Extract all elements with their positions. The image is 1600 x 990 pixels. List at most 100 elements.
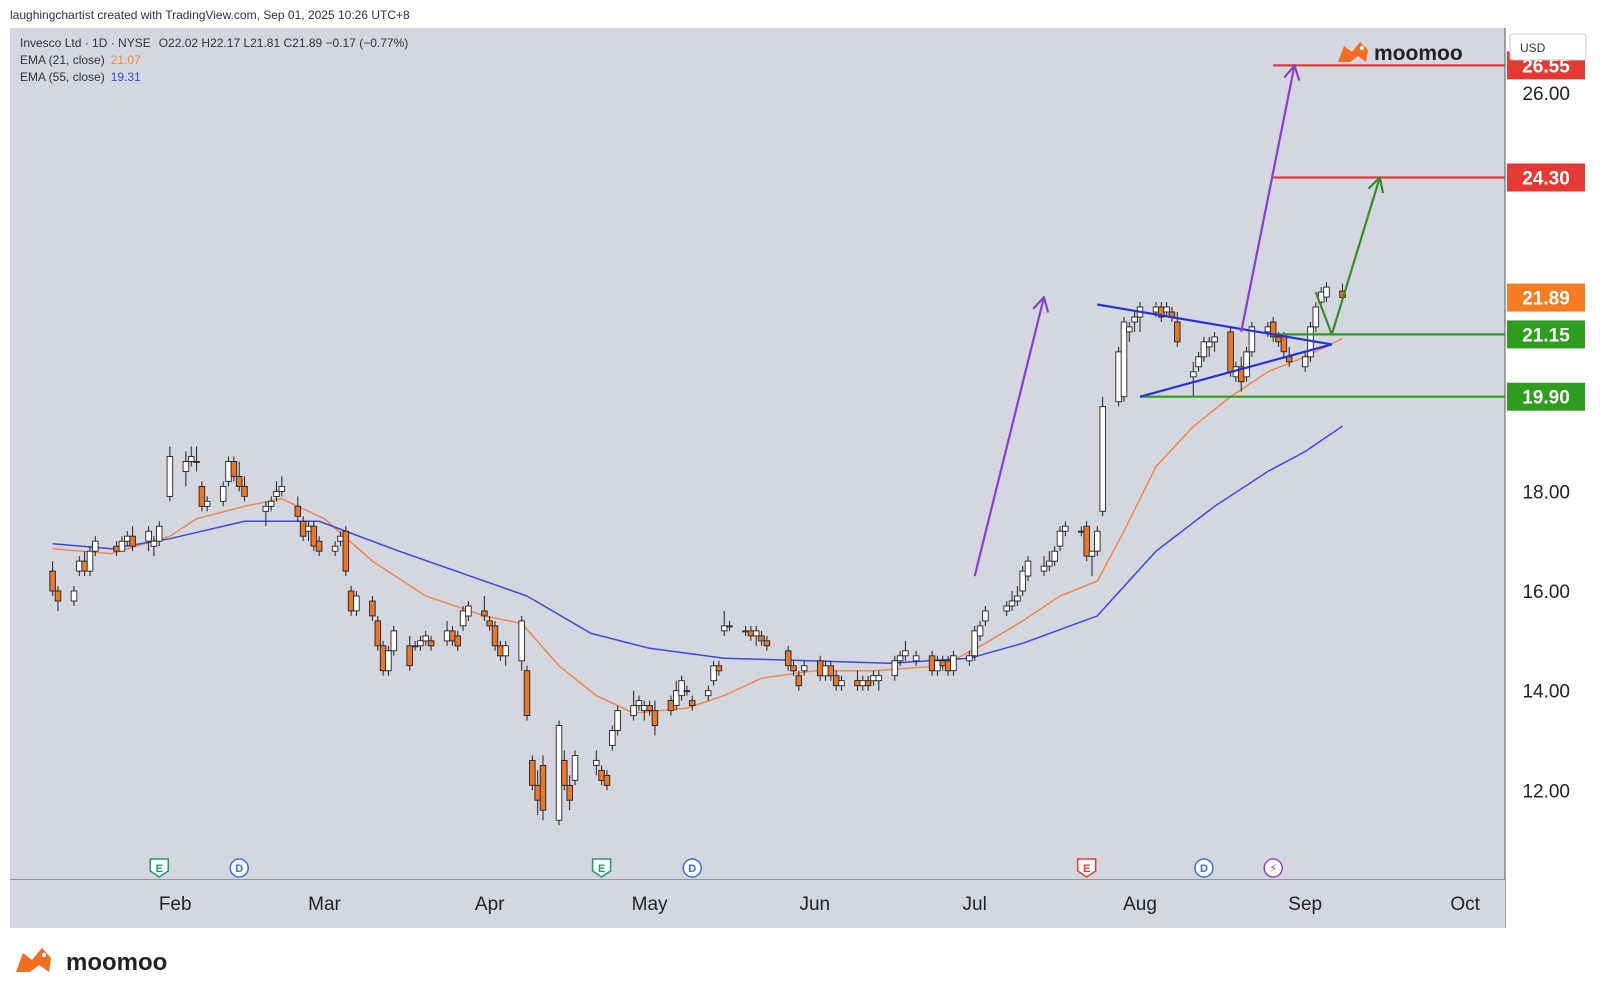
- green-arrow-shaft: [1314, 177, 1381, 336]
- candle-body: [827, 665, 835, 677]
- dividend-event-icon[interactable]: D: [229, 858, 249, 878]
- candle-body: [859, 680, 867, 687]
- candle-body: [683, 690, 691, 693]
- candle-body: [976, 625, 984, 637]
- candle: [315, 536, 323, 557]
- candle-body: [742, 630, 749, 633]
- candle-body: [822, 665, 829, 677]
- events-layer: E D E D E D ⚡: [149, 858, 1283, 878]
- candle-body: [1174, 321, 1181, 343]
- dividend-badge-shape: [682, 858, 702, 878]
- candle-body: [241, 485, 248, 497]
- candle: [976, 620, 984, 641]
- candle-body: [486, 620, 493, 627]
- candle: [864, 675, 872, 691]
- candle: [155, 521, 163, 547]
- candle: [1126, 321, 1133, 342]
- moomoo-logo-top: moomoo: [1338, 42, 1463, 65]
- currency-button[interactable]: USD: [1509, 33, 1587, 61]
- price-marker: 21.15: [1507, 320, 1585, 349]
- earnings-event-icon[interactable]: E: [1076, 858, 1097, 878]
- candle-body: [635, 700, 643, 707]
- candle-body: [411, 645, 419, 648]
- candle: [92, 536, 99, 557]
- candle-body: [262, 505, 270, 512]
- candle-body: [523, 670, 531, 716]
- dividend-event-icon[interactable]: D: [1194, 858, 1214, 878]
- candle-body: [1014, 595, 1021, 602]
- ema-layer: [52, 337, 1343, 714]
- candle: [310, 521, 318, 552]
- candle-body: [673, 690, 680, 707]
- candle-body: [1280, 336, 1288, 353]
- triangle-lower-line: [1139, 343, 1333, 398]
- candle: [70, 586, 78, 606]
- candle: [502, 640, 509, 666]
- candle: [390, 625, 398, 656]
- purple-arrow-1-head: [1032, 296, 1050, 313]
- candle-body: [678, 680, 685, 697]
- candle-body: [86, 550, 94, 572]
- candle-body: [609, 730, 616, 746]
- legend-ema55[interactable]: EMA (55, close) 19.31: [20, 70, 141, 84]
- candle: [379, 640, 387, 676]
- candle-body: [971, 630, 978, 657]
- candle-body: [219, 485, 227, 502]
- candle-body: [1083, 525, 1090, 557]
- candle-body: [875, 675, 883, 682]
- candle-body: [1120, 321, 1128, 398]
- candle: [406, 635, 413, 671]
- candle: [609, 725, 616, 751]
- candle-body: [187, 456, 195, 462]
- candle: [950, 650, 957, 676]
- candle: [891, 655, 899, 681]
- candle: [235, 461, 243, 492]
- candle: [369, 596, 376, 621]
- candle-body: [651, 710, 659, 726]
- drawings-layer: [973, 64, 1505, 577]
- candle: [800, 660, 808, 676]
- legend-ema21-label: EMA (21, close): [20, 53, 105, 67]
- candle: [182, 451, 190, 487]
- dividend-badge-shape: [1194, 858, 1214, 878]
- candle: [1088, 550, 1096, 577]
- candle-body: [342, 530, 350, 572]
- price-marker-text: 24.30: [1522, 169, 1570, 190]
- candle-body: [1094, 530, 1101, 552]
- candle-body: [1243, 351, 1250, 378]
- candle-body: [379, 645, 387, 672]
- legend-ema21-value: 21.07: [111, 53, 141, 67]
- candle: [1014, 586, 1021, 606]
- candle-body: [944, 660, 952, 672]
- candle: [267, 496, 275, 512]
- plot-area[interactable]: [10, 28, 1505, 880]
- candle-body: [704, 690, 712, 697]
- earnings-badge-shape: [149, 858, 169, 878]
- candle-body: [539, 764, 547, 811]
- candle: [603, 770, 611, 791]
- candle-body: [54, 590, 62, 602]
- candle: [539, 755, 547, 821]
- earnings-event-icon[interactable]: E: [149, 858, 169, 878]
- earnings-badge-letter: E: [156, 863, 163, 875]
- candle-body: [230, 461, 238, 477]
- time-tick-label: Jun: [799, 894, 830, 915]
- candle: [827, 660, 835, 681]
- candle: [1099, 396, 1106, 517]
- earnings-event-icon[interactable]: E: [591, 858, 612, 878]
- dividend-event-icon[interactable]: D: [682, 858, 702, 878]
- candle-body: [1264, 326, 1272, 333]
- candle: [1019, 566, 1026, 596]
- candle: [342, 526, 350, 577]
- candle-body: [49, 570, 56, 592]
- candle: [1190, 361, 1197, 397]
- legend-ema21[interactable]: EMA (21, close) 21.07: [20, 53, 141, 67]
- candle-body: [150, 540, 158, 547]
- time-axis[interactable]: [10, 880, 1505, 928]
- ema55-line: [52, 425, 1343, 665]
- candle: [635, 695, 643, 711]
- price-marker: 24.30: [1507, 163, 1585, 192]
- split-event-icon[interactable]: ⚡: [1263, 858, 1283, 878]
- candle: [54, 586, 62, 611]
